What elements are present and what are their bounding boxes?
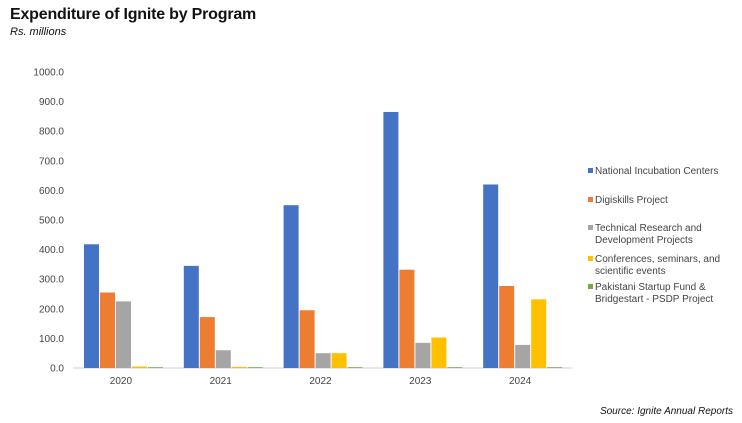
- y-tick-label: 300.0: [39, 275, 64, 286]
- legend-label: Conferences, seminars, and: [595, 254, 720, 265]
- x-tick-label: 2020: [110, 376, 133, 387]
- chart-subtitle: Rs. millions: [10, 26, 67, 38]
- x-tick-label: 2024: [509, 376, 532, 387]
- legend-swatch: [588, 197, 593, 202]
- bar-2020-2: [116, 301, 131, 368]
- legend-label: Pakistani Startup Fund &: [595, 282, 706, 293]
- bar-2024-3: [531, 299, 547, 368]
- bar-2024-1: [499, 286, 515, 368]
- source-note: Source: Ignite Annual Reports: [599, 406, 733, 417]
- y-tick-label: 900.0: [39, 97, 64, 108]
- legend-label: Bridgestart - PSDP Project: [595, 294, 713, 305]
- bar-2023-3: [431, 337, 447, 368]
- bar-2023-0: [383, 111, 399, 369]
- bar-2023-1: [399, 269, 415, 368]
- y-tick-label: 600.0: [39, 186, 64, 197]
- y-tick-label: 800.0: [39, 127, 64, 138]
- bar-2024-2: [515, 344, 531, 368]
- legend-label: Development Projects: [595, 235, 693, 246]
- bar-2021-3: [231, 366, 247, 368]
- legend-swatch: [588, 225, 593, 230]
- bar-2024-4: [547, 367, 563, 368]
- bar-2022-0: [283, 205, 299, 368]
- x-tick-label: 2021: [210, 376, 233, 387]
- bar-2023-2: [415, 342, 431, 368]
- bar-2020-0: [84, 244, 99, 368]
- bar-2020-1: [100, 292, 115, 368]
- bar-2021-1: [199, 317, 215, 368]
- chart-title: Expenditure of Ignite by Program: [10, 6, 257, 23]
- bar-2022-3: [331, 353, 347, 368]
- y-tick-label: 1000.0: [33, 68, 64, 79]
- legend-swatch: [588, 256, 593, 261]
- y-tick-label: 100.0: [39, 334, 64, 345]
- x-tick-label: 2022: [309, 376, 332, 387]
- bar-2022-1: [299, 310, 315, 368]
- bar-2021-4: [247, 367, 263, 368]
- legend-swatch: [588, 284, 593, 289]
- y-tick-label: 500.0: [39, 216, 64, 227]
- bar-2021-2: [215, 350, 231, 368]
- bar-2022-2: [315, 353, 331, 368]
- y-tick-label: 0.0: [50, 364, 64, 375]
- y-tick-label: 400.0: [39, 245, 64, 256]
- legend-label: Technical Research and: [595, 223, 702, 234]
- bar-2021-0: [183, 265, 199, 368]
- legend-swatch: [588, 168, 593, 173]
- bar-2020-3: [132, 366, 147, 368]
- y-tick-label: 200.0: [39, 304, 64, 315]
- bar-2023-4: [447, 367, 463, 368]
- legend-label: Digiskills Project: [595, 195, 668, 206]
- legend-label: National Incubation Centers: [595, 166, 718, 177]
- y-tick-label: 700.0: [39, 156, 64, 167]
- bar-2020-4: [148, 367, 163, 368]
- x-tick-label: 2023: [409, 376, 432, 387]
- bar-2022-4: [347, 367, 363, 368]
- bar-2024-0: [483, 184, 499, 368]
- legend-label: scientific events: [595, 266, 666, 277]
